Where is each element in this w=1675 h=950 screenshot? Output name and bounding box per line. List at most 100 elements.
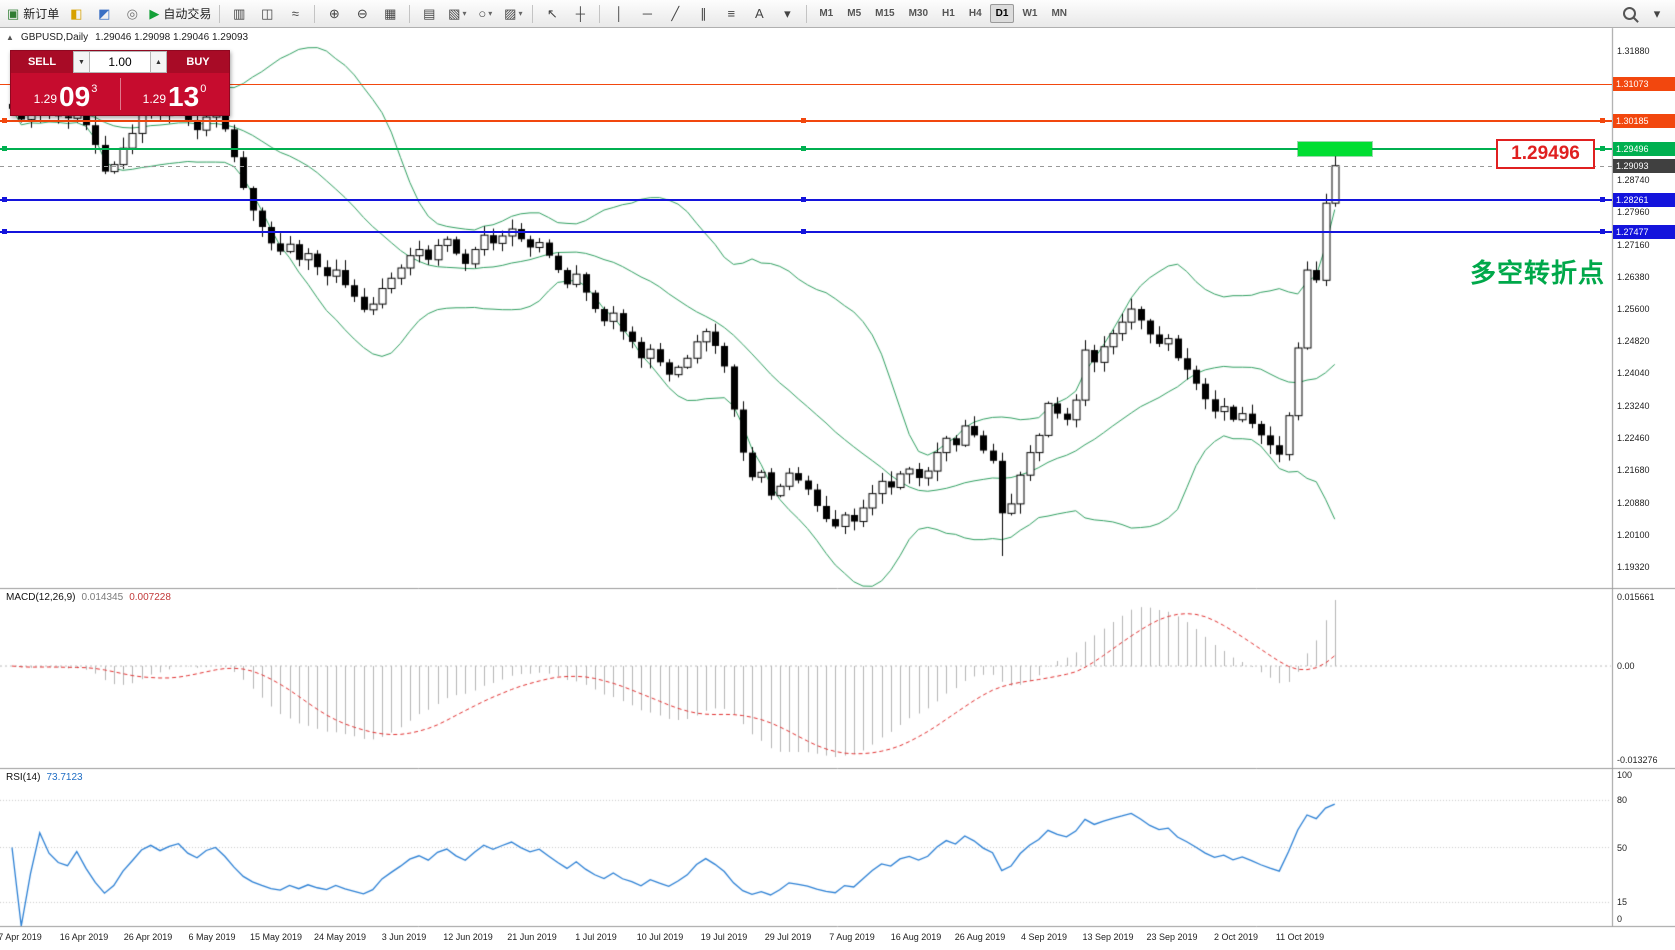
line-handle[interactable] (801, 117, 806, 123)
price-axis-tick: 1.28740 (1617, 175, 1650, 186)
timeframe-m30[interactable]: M30 (908, 8, 929, 19)
timeframe-h4[interactable]: H4 (968, 8, 982, 19)
market-watch-icon[interactable]: ◧ (63, 3, 89, 25)
macd-main-value: 0.014345 (81, 592, 124, 603)
zoom-out-icon[interactable]: ⊖ (349, 3, 375, 25)
line-handle[interactable] (801, 229, 806, 235)
symbol-label: GBPUSD,Daily (20, 32, 89, 43)
sell-button[interactable]: SELL (11, 51, 73, 73)
autotrade-button-glyph: ▶ (149, 6, 160, 21)
date-axis-label: 26 Aug 2019 (954, 932, 1006, 942)
candlestick-icon[interactable]: ◫ (254, 3, 280, 25)
navigator-icon[interactable]: ◩ (91, 3, 117, 25)
candlestick-icon-glyph: ◫ (261, 6, 274, 21)
new-order-button[interactable]: ▣ 新订单 (5, 3, 61, 25)
timeframe-mn[interactable]: MN (1051, 8, 1067, 19)
tile-windows-icon[interactable]: ▤ (416, 3, 442, 25)
line-handle[interactable] (1600, 117, 1605, 123)
fibonacci-icon-glyph: ≡ (727, 6, 736, 21)
buy-button[interactable]: BUY (167, 51, 229, 73)
price-tag: 1.27477 (1613, 225, 1675, 240)
chat-icon[interactable]: ◎ (119, 3, 145, 25)
timeframe-w1[interactable]: W1 (1022, 8, 1038, 19)
horizontal-line-object[interactable] (0, 119, 1612, 122)
macd-axis-tick: -0.013276 (1617, 755, 1658, 765)
line-handle[interactable] (801, 196, 806, 202)
price-axis-tick: 1.24820 (1617, 336, 1650, 347)
fibonacci-icon[interactable]: ≡ (718, 3, 744, 25)
line-handle[interactable] (1600, 146, 1605, 152)
horizontal-line-object[interactable] (0, 84, 1612, 86)
cursor-icon-glyph: ↖ (546, 6, 558, 21)
line-handle[interactable] (1600, 196, 1605, 202)
line-chart-icon-glyph: ≈ (291, 6, 299, 21)
timeframe-m1[interactable]: M1 (819, 8, 834, 19)
text-icon[interactable]: A (746, 3, 772, 25)
horizontal-line-object[interactable] (0, 198, 1612, 201)
auto-arrange-icon-glyph: ▦ (384, 6, 397, 21)
search-button[interactable] (1616, 3, 1642, 25)
highlight-zone[interactable] (1298, 142, 1372, 157)
objects-dropdown-icon[interactable]: ▾ (774, 3, 800, 25)
line-handle[interactable] (2, 229, 7, 235)
auto-arrange-icon[interactable]: ▦ (377, 3, 403, 25)
price-tag: 1.29496 (1613, 142, 1675, 157)
bar-chart-icon[interactable]: ▥ (226, 3, 252, 25)
rsi-axis-tick: 0 (1617, 914, 1623, 924)
timeframe-h1[interactable]: H1 (942, 8, 955, 19)
annotation-text[interactable]: 多空转折点 (1469, 258, 1605, 288)
template-icon[interactable]: ▨ ▾ (500, 3, 526, 25)
market-watch-icon-glyph: ◧ (70, 6, 83, 21)
sell-price-button[interactable]: 1.29 09 3 (11, 73, 120, 115)
zoom-out-icon-glyph: ⊖ (356, 6, 368, 21)
buy-price-button[interactable]: 1.29 13 0 (120, 73, 229, 115)
toolbar: ▣ 新订单 ◧ ◩ ◎ ▶ 自动交易 ▥ ◫ ≈ ⊕ ⊖ ▦ ▤ ▧ ▾ ○ ▾ ▨ ▾ ↖ ┼ │ ─ ╱ ∥ ≡ A ▾ M1 M5 M1… (0, 0, 1675, 28)
price-tag: 1.29093 (1613, 158, 1675, 173)
price-callout[interactable]: 1.29496 (1496, 139, 1595, 169)
toolbar-overflow-icon[interactable]: ▾ (1644, 3, 1670, 25)
horizontal-line-icon-glyph: ─ (642, 6, 652, 21)
line-handle[interactable] (801, 146, 806, 152)
price-axis-tick: 1.21680 (1617, 464, 1650, 475)
volume-up-button[interactable]: ▲ (150, 51, 167, 73)
objects-dropdown-icon-glyph: ▾ (784, 6, 791, 21)
line-handle[interactable] (2, 117, 7, 123)
trendline-icon[interactable]: ╱ (662, 3, 688, 25)
collapse-panel-icon[interactable]: ▲ (6, 33, 14, 42)
chat-icon-glyph: ◎ (126, 6, 138, 21)
horizontal-line-object[interactable] (0, 231, 1612, 234)
date-axis-label: 1 Jul 2019 (575, 932, 617, 942)
toolbar-overflow-icon-glyph: ▾ (1653, 6, 1661, 21)
timeframe-m15[interactable]: M15 (875, 8, 895, 19)
volume-down-button[interactable]: ▼ (73, 51, 90, 73)
rsi-axis-tick: 100 (1617, 770, 1633, 780)
macd-axis-tick: 0.00 (1617, 661, 1635, 672)
vertical-line-icon[interactable]: │ (606, 3, 632, 25)
toolbar-separator (409, 4, 411, 23)
horizontal-line-object[interactable] (0, 148, 1612, 151)
cursor-icon[interactable]: ↖ (539, 3, 565, 25)
channel-icon[interactable]: ∥ (690, 3, 716, 25)
timeframe-d1[interactable]: D1 (989, 4, 1015, 23)
ohlc-quotes: 1.29046 1.29098 1.29046 1.29093 (95, 32, 249, 43)
timeframe-m5[interactable]: M5 (847, 8, 862, 19)
line-chart-icon[interactable]: ≈ (282, 3, 308, 25)
profiles-icon[interactable]: ○ ▾ (472, 3, 498, 25)
date-axis-label: 11 Oct 2019 (1275, 932, 1325, 942)
horizontal-line-icon[interactable]: ─ (634, 3, 660, 25)
macd-signal-value: 0.007228 (129, 592, 171, 603)
sell-price-pip: 3 (91, 83, 98, 95)
line-handle[interactable] (2, 196, 7, 202)
trendline-icon-glyph: ╱ (671, 6, 680, 21)
line-handle[interactable] (1600, 229, 1605, 235)
price-axis-tick: 1.27160 (1617, 240, 1650, 251)
autotrade-button[interactable]: ▶ 自动交易 (147, 3, 213, 25)
zoom-in-icon[interactable]: ⊕ (321, 3, 347, 25)
date-axis-label: 4 Sep 2019 (1020, 932, 1068, 942)
crosshair-icon[interactable]: ┼ (567, 3, 593, 25)
new-chart-icon[interactable]: ▧ ▾ (444, 3, 470, 25)
volume-input[interactable]: 1.00 (90, 51, 150, 73)
line-handle[interactable] (2, 146, 7, 152)
